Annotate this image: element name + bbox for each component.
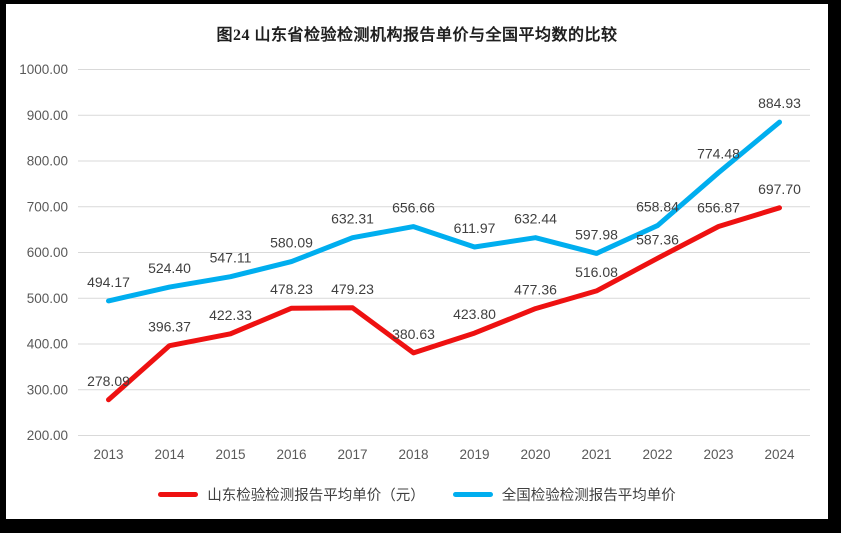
y-axis-tick-label: 200.00 <box>27 428 68 443</box>
data-label-series-1: 884.93 <box>758 95 801 111</box>
data-label-series-0: 380.63 <box>392 326 435 342</box>
x-axis-tick-label: 2013 <box>93 447 123 462</box>
line-chart-plot: 200.00 300.00 400.00 500.00 600.00 700.00 800.… <box>19 62 810 462</box>
series-line-1 <box>106 119 782 304</box>
x-axis-tick-label: 2024 <box>764 447 795 462</box>
data-label-series-1: 656.66 <box>392 200 435 216</box>
y-axis-tick-label: 500.00 <box>27 291 68 306</box>
data-label-series-0: 697.70 <box>758 181 801 197</box>
x-axis-tick-label: 2018 <box>398 447 428 462</box>
y-axis-tick-label: 1000.00 <box>19 62 68 77</box>
x-axis-tick-label: 2020 <box>520 447 550 462</box>
legend-line-marker-1 <box>452 491 493 497</box>
data-label-series-0: 479.23 <box>331 281 374 297</box>
data-label-series-0: 656.87 <box>697 199 740 215</box>
data-label-series-1: 611.97 <box>454 220 496 236</box>
data-label-series-1: 494.17 <box>87 274 130 290</box>
x-axis-tick-label: 2015 <box>215 447 245 462</box>
legend-label-1: 全国检验检测报告平均单价 <box>501 487 676 504</box>
x-axis-tick-label: 2016 <box>276 447 306 462</box>
data-label-series-1: 658.84 <box>636 199 679 215</box>
y-axis-tick-label: 600.00 <box>27 245 68 260</box>
x-axis-tick-label: 2021 <box>581 447 611 462</box>
data-label-series-0: 423.80 <box>453 306 496 322</box>
x-axis-tick-label: 2022 <box>642 447 672 462</box>
data-label-series-0: 516.08 <box>575 264 618 280</box>
x-axis-tick-label: 2019 <box>459 447 489 462</box>
legend-item-0: 山东检验检测报告平均单价（元） <box>158 484 425 505</box>
data-label-series-0: 396.37 <box>148 319 191 335</box>
data-label-series-1: 632.31 <box>331 211 374 227</box>
data-label-series-1: 524.40 <box>148 260 191 276</box>
chart-title: 图24 山东省检验检测机构报告单价与全国平均数的比较 <box>216 27 618 44</box>
data-label-series-0: 477.36 <box>514 282 557 298</box>
x-axis-tick-label: 2014 <box>154 447 185 462</box>
chart-panel: 图24 山东省检验检测机构报告单价与全国平均数的比较 200.00 300.00 4… <box>6 4 828 519</box>
legend-item-1: 全国检验检测报告平均单价 <box>452 484 676 505</box>
y-axis-tick-label: 400.00 <box>27 337 68 352</box>
legend-label-0: 山东检验检测报告平均单价（元） <box>207 487 425 504</box>
legend-line-marker-0 <box>158 491 199 497</box>
x-axis-tick-label: 2017 <box>337 447 367 462</box>
y-axis-tick-label: 900.00 <box>27 108 68 123</box>
data-label-series-1: 580.09 <box>270 235 313 251</box>
data-label-series-1: 632.44 <box>514 211 557 227</box>
series-line-0 <box>106 205 782 403</box>
data-label-series-1: 547.11 <box>210 250 252 266</box>
data-label-series-0: 422.33 <box>209 307 252 323</box>
data-label-series-0: 278.09 <box>87 373 130 389</box>
y-axis-tick-label: 700.00 <box>27 199 68 214</box>
data-label-series-0: 478.23 <box>270 281 313 297</box>
chart-legend: 山东检验检测报告平均单价（元） 全国检验检测报告平均单价 <box>6 482 828 506</box>
data-label-series-1: 597.98 <box>575 226 618 242</box>
y-axis-tick-label: 300.00 <box>27 382 68 397</box>
x-axis-tick-label: 2023 <box>703 447 733 462</box>
data-label-series-0: 587.36 <box>636 231 679 247</box>
data-label-series-1: 774.48 <box>697 146 740 162</box>
y-axis-tick-label: 800.00 <box>27 154 68 169</box>
